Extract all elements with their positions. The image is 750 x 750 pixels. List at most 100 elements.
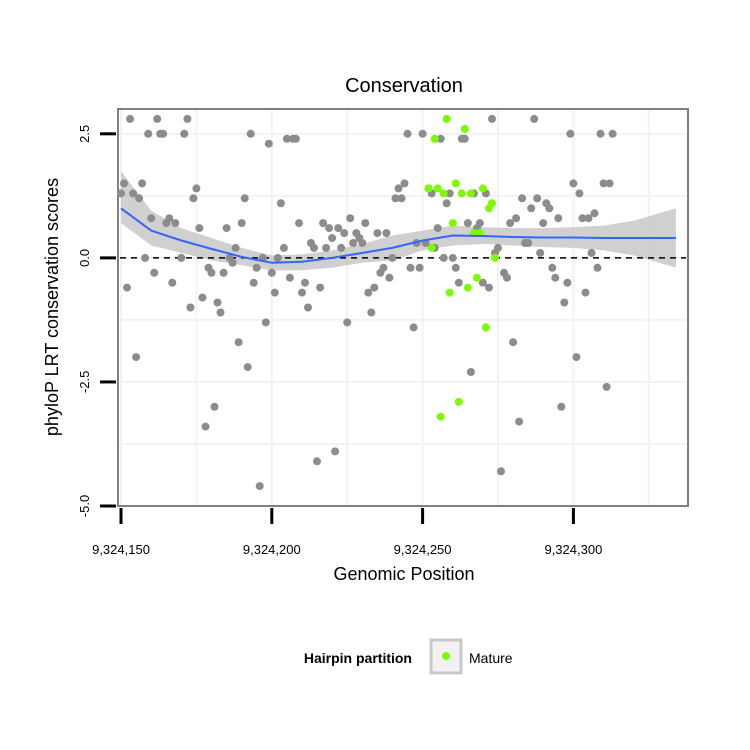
x-axis-label: Genomic Position — [333, 564, 474, 584]
point-other — [222, 224, 231, 233]
point-mature — [442, 114, 451, 123]
point-other — [117, 189, 125, 198]
point-other — [382, 229, 391, 238]
point-mature — [433, 184, 442, 193]
y-axis-label: phyloP LRT conservation scores — [42, 178, 62, 436]
x-tick-label: 9,324,200 — [243, 542, 301, 557]
point-other — [189, 194, 198, 203]
point-other — [243, 363, 252, 372]
point-other — [433, 224, 442, 233]
point-other — [439, 253, 448, 262]
points-layer — [117, 114, 617, 491]
point-mature — [436, 412, 445, 421]
point-other — [406, 263, 415, 272]
point-other — [590, 209, 599, 218]
point-other — [515, 417, 524, 426]
point-other — [195, 224, 204, 233]
point-other — [527, 204, 536, 213]
point-other — [237, 219, 246, 228]
point-mature — [491, 253, 499, 262]
point-other — [180, 129, 189, 138]
smooth-line-layer — [120, 207, 676, 264]
point-other — [291, 134, 300, 143]
point-other — [373, 229, 382, 238]
point-other — [304, 303, 312, 312]
point-mature — [454, 397, 463, 406]
point-other — [171, 219, 180, 228]
x-tick-label: 9,324,250 — [394, 542, 452, 557]
point-other — [400, 179, 409, 188]
point-other — [198, 293, 207, 302]
point-other — [213, 298, 222, 307]
point-other — [358, 239, 367, 247]
point-other — [409, 323, 418, 332]
point-other — [503, 273, 511, 282]
y-tick-label: -2.5 — [77, 371, 92, 393]
point-other — [334, 224, 343, 233]
point-other — [608, 129, 617, 138]
point-mature — [472, 273, 481, 282]
point-mature — [424, 184, 433, 193]
point-other — [252, 263, 261, 272]
point-other — [451, 263, 460, 272]
point-other — [460, 134, 469, 143]
point-other — [545, 204, 554, 213]
confidence-band — [121, 171, 676, 271]
point-other — [165, 214, 174, 223]
smooth-line — [120, 207, 676, 264]
y-tick-label: -5.0 — [77, 495, 92, 517]
point-mature — [451, 179, 460, 188]
point-other — [150, 268, 159, 277]
point-other — [599, 179, 608, 188]
point-other — [475, 219, 484, 228]
point-other — [129, 189, 138, 198]
point-other — [530, 114, 539, 123]
point-other — [310, 243, 318, 252]
point-other — [349, 239, 358, 247]
point-other — [539, 219, 548, 228]
point-other — [201, 422, 210, 431]
point-other — [448, 253, 457, 262]
legend: Hairpin partition Mature — [304, 638, 513, 675]
point-other — [138, 179, 147, 188]
point-other — [569, 179, 578, 188]
point-other — [298, 288, 306, 297]
point-mature — [460, 124, 469, 133]
point-other — [370, 283, 379, 292]
point-other — [575, 189, 584, 198]
point-other — [494, 243, 502, 252]
axis-ticks: 9,324,150 9,324,200 9,324,250 9,324,300 -5.0… — [77, 125, 602, 557]
point-other — [415, 263, 424, 272]
point-other — [273, 253, 282, 262]
point-other — [485, 283, 493, 292]
point-other — [488, 114, 496, 123]
point-mature — [463, 283, 472, 292]
point-other — [512, 214, 521, 223]
point-other — [228, 258, 237, 267]
point-other — [385, 273, 394, 282]
point-other — [331, 447, 340, 456]
point-other — [186, 303, 195, 312]
point-other — [602, 382, 611, 391]
point-other — [234, 338, 243, 347]
point-other — [216, 308, 225, 317]
point-other — [285, 273, 294, 282]
point-other — [261, 318, 270, 327]
point-other — [343, 318, 352, 327]
point-other — [183, 114, 192, 123]
point-other — [126, 114, 135, 123]
point-other — [596, 129, 605, 138]
point-other — [325, 224, 334, 233]
point-other — [388, 253, 397, 262]
point-other — [560, 298, 569, 307]
point-other — [566, 129, 575, 138]
point-other — [192, 184, 201, 193]
point-other — [120, 179, 128, 188]
point-other — [313, 457, 321, 466]
point-other — [518, 194, 527, 203]
point-other — [533, 194, 542, 203]
point-mature — [488, 199, 496, 208]
point-other — [340, 229, 349, 238]
point-other — [279, 243, 288, 252]
